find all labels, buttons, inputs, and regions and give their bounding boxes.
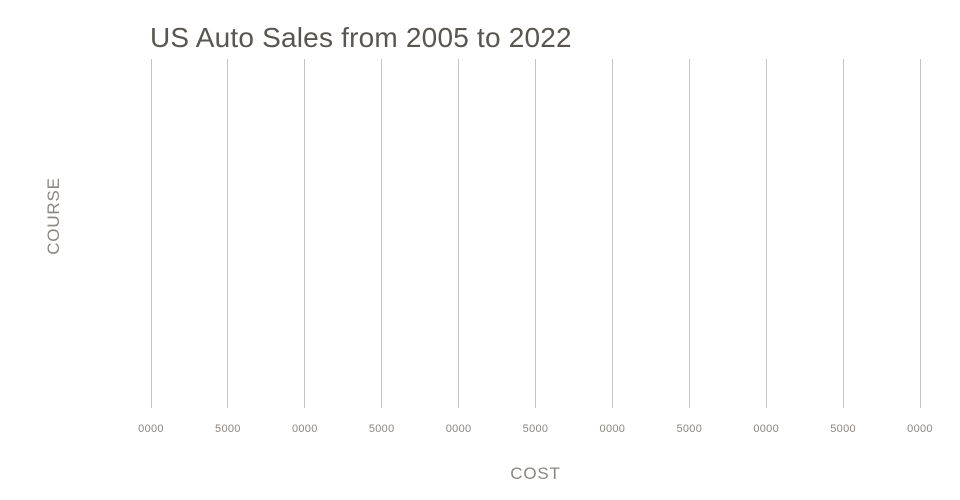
plot-area bbox=[150, 59, 921, 408]
vertical-gridline bbox=[381, 59, 383, 408]
x-tick-label: 0000 bbox=[753, 423, 780, 435]
vertical-gridline bbox=[227, 59, 229, 408]
vertical-gridline bbox=[535, 59, 536, 408]
x-tick-label: 5000 bbox=[676, 423, 703, 435]
y-axis-title: COURSE bbox=[44, 177, 63, 255]
x-tick-label: 5000 bbox=[522, 423, 549, 435]
vertical-gridline bbox=[919, 59, 921, 408]
x-tick-label: 0000 bbox=[599, 423, 626, 435]
vertical-gridline bbox=[150, 59, 152, 408]
x-tick-label: 5000 bbox=[830, 423, 856, 435]
x-tick-label: 5000 bbox=[215, 423, 241, 435]
vertical-gridline bbox=[458, 59, 460, 408]
x-tick-label: 0000 bbox=[291, 423, 318, 435]
x-axis-tick-labels: 0000 5000 0000 5000 0000 5000 0000 5000 0000 5000… bbox=[138, 423, 932, 437]
vertical-gridline bbox=[304, 59, 306, 408]
x-axis-title: COST bbox=[510, 464, 561, 483]
vertical-gridline bbox=[765, 59, 767, 408]
x-tick-label: 0000 bbox=[907, 423, 933, 435]
x-tick-label: 5000 bbox=[368, 423, 395, 435]
x-tick-label: 0000 bbox=[445, 423, 472, 435]
vertical-gridline bbox=[611, 59, 613, 408]
vertical-gridline bbox=[688, 59, 690, 408]
x-tick-label: 0000 bbox=[138, 423, 164, 435]
chart-title: US Auto Sales from 2005 to 2022 bbox=[150, 22, 572, 53]
vertical-gridline bbox=[842, 59, 844, 408]
